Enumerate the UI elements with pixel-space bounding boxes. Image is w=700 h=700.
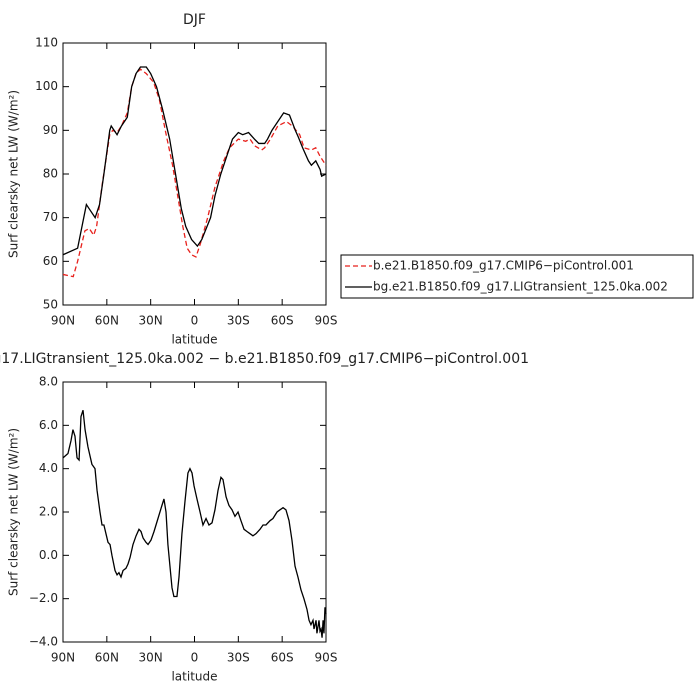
legend-label: b.e21.B1850.f09_g17.CMIP6−piControl.001 xyxy=(373,259,634,273)
y-tick-label: 0.0 xyxy=(39,548,58,562)
x-tick-label: 30N xyxy=(139,314,163,328)
x-tick-label: 30S xyxy=(227,314,250,328)
y-tick-label: 6.0 xyxy=(39,418,58,432)
y-axis-label: Surf clearsky net LW (W/m²) xyxy=(7,90,21,258)
x-tick-label: 90S xyxy=(315,651,338,665)
x-axis-label: latitude xyxy=(171,333,217,347)
y-tick-label: 8.0 xyxy=(39,375,58,389)
legend-box xyxy=(340,254,694,299)
plot-frame xyxy=(62,381,327,643)
legend-label: bg.e21.B1850.f09_g17.LIGtransient_125.0k… xyxy=(373,280,668,294)
x-tick-label: 30S xyxy=(227,651,250,665)
data-line xyxy=(62,409,327,638)
x-tick-label: 60N xyxy=(95,314,119,328)
plot-frame xyxy=(62,42,327,306)
data-line xyxy=(62,68,327,278)
x-tick-label: 90N xyxy=(51,314,75,328)
x-tick-label: 90N xyxy=(51,651,75,665)
x-tick-label: 0 xyxy=(191,314,199,328)
y-tick-label: −2.0 xyxy=(29,591,58,605)
x-tick-label: 30N xyxy=(139,651,163,665)
y-tick-label: 110 xyxy=(35,36,58,50)
x-tick-label: 0 xyxy=(191,651,199,665)
chart-title: DJF xyxy=(183,12,206,28)
x-tick-label: 60N xyxy=(95,651,119,665)
y-tick-label: 80 xyxy=(43,167,58,181)
data-line xyxy=(62,66,327,256)
y-axis-label: Surf clearsky net LW (W/m²) xyxy=(7,428,21,596)
y-tick-label: 70 xyxy=(43,210,58,224)
x-axis-label: latitude xyxy=(171,670,217,684)
y-tick-label: −4.0 xyxy=(29,635,58,649)
chart-title: bg.e21.B1850.f09_g17.LIGtransient_125.0k… xyxy=(0,351,529,367)
y-tick-label: 60 xyxy=(43,254,58,268)
x-tick-label: 60S xyxy=(271,651,294,665)
y-tick-label: 4.0 xyxy=(39,461,58,475)
y-tick-label: 90 xyxy=(43,123,58,137)
x-tick-label: 60S xyxy=(271,314,294,328)
y-tick-label: 50 xyxy=(43,298,58,312)
y-tick-label: 2.0 xyxy=(39,505,58,519)
y-tick-label: 100 xyxy=(35,79,58,93)
x-tick-label: 90S xyxy=(315,314,338,328)
